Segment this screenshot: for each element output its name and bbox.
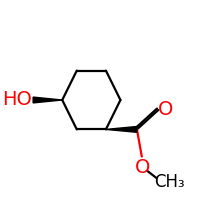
Polygon shape [33,97,62,103]
Text: HO: HO [2,90,32,109]
Polygon shape [106,126,137,132]
Text: CH₃: CH₃ [154,173,184,191]
Text: O: O [135,158,150,177]
Text: O: O [157,100,173,119]
